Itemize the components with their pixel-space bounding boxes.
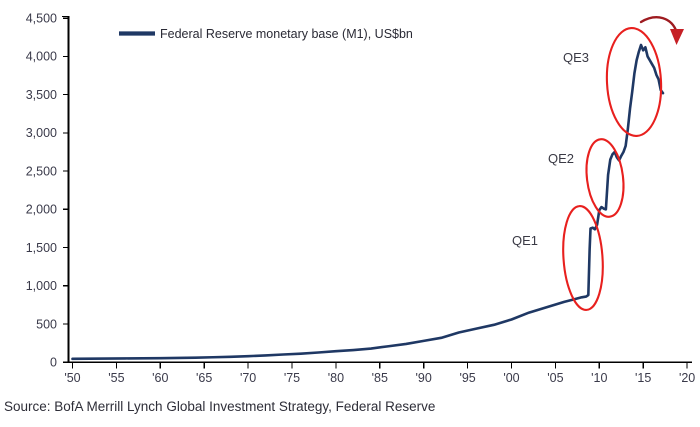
- x-tick-label-1970: '70: [240, 371, 256, 385]
- qe2-label: QE2: [548, 151, 574, 166]
- legend: Federal Reserve monetary base (M1), US$b…: [119, 27, 413, 41]
- annotation-labels: QE1 QE2 QE3: [512, 50, 589, 248]
- x-tick-labels: '50 '55 '60 '65 '70 '75 '80 '85 '90 '95 …: [64, 371, 695, 385]
- y-tick-label-1500: 1,500: [26, 241, 57, 255]
- annotation-ellipses: [562, 27, 663, 311]
- legend-label-0: Federal Reserve monetary base (M1), US$b…: [160, 27, 413, 41]
- y-tick-label-4500: 4,500: [26, 12, 57, 26]
- y-tick-label-3500: 3,500: [26, 88, 57, 102]
- y-tick-labels: 4,500 4,000 3,500 3,000 2,500 2,000 1,50…: [26, 12, 57, 370]
- series-group: [71, 43, 665, 361]
- series-line-federal-reserve-monetary-base: [71, 43, 665, 361]
- qe3-label: QE3: [563, 50, 589, 65]
- x-tick-label-1995: '95: [459, 371, 475, 385]
- x-tick-label-1980: '80: [328, 371, 344, 385]
- y-tick-marks: [63, 17, 69, 363]
- y-tick-label-0: 0: [50, 356, 57, 370]
- y-tick-label-2000: 2,000: [26, 203, 57, 217]
- x-tick-label-2000: '00: [503, 371, 519, 385]
- qe3-ellipse: [605, 27, 663, 137]
- y-tick-label-4000: 4,000: [26, 50, 57, 64]
- tapering-arrow-group: [639, 16, 684, 45]
- y-tick-label-2500: 2,500: [26, 164, 57, 178]
- x-tick-label-2015: '15: [635, 371, 651, 385]
- x-tick-label-1975: '75: [284, 371, 300, 385]
- qe2-ellipse: [585, 138, 625, 218]
- source-note: Source: BofA Merrill Lynch Global Invest…: [4, 399, 436, 414]
- y-axis: 4,500 4,000 3,500 3,000 2,500 2,000 1,50…: [26, 12, 70, 370]
- qe1-ellipse: [562, 205, 604, 311]
- x-tick-label-1990: '90: [416, 371, 432, 385]
- x-tick-label-2010: '10: [591, 371, 607, 385]
- tapering-arrow-head-icon: [670, 29, 684, 45]
- x-tick-label-1955: '55: [108, 371, 124, 385]
- qe1-label: QE1: [512, 233, 538, 248]
- x-tick-label-1960: '60: [152, 371, 168, 385]
- x-tick-label-2005: '05: [547, 371, 563, 385]
- x-tick-marks: [71, 362, 688, 369]
- y-tick-label-500: 500: [36, 317, 57, 331]
- x-tick-label-1965: '65: [196, 371, 212, 385]
- y-tick-label-3000: 3,000: [26, 126, 57, 140]
- y-tick-label-1000: 1,000: [26, 279, 57, 293]
- x-axis: '50 '55 '60 '65 '70 '75 '80 '85 '90 '95 …: [64, 361, 695, 385]
- x-tick-label-1950: '50: [64, 371, 80, 385]
- x-tick-label-1985: '85: [372, 371, 388, 385]
- x-tick-label-2020: '20: [679, 371, 695, 385]
